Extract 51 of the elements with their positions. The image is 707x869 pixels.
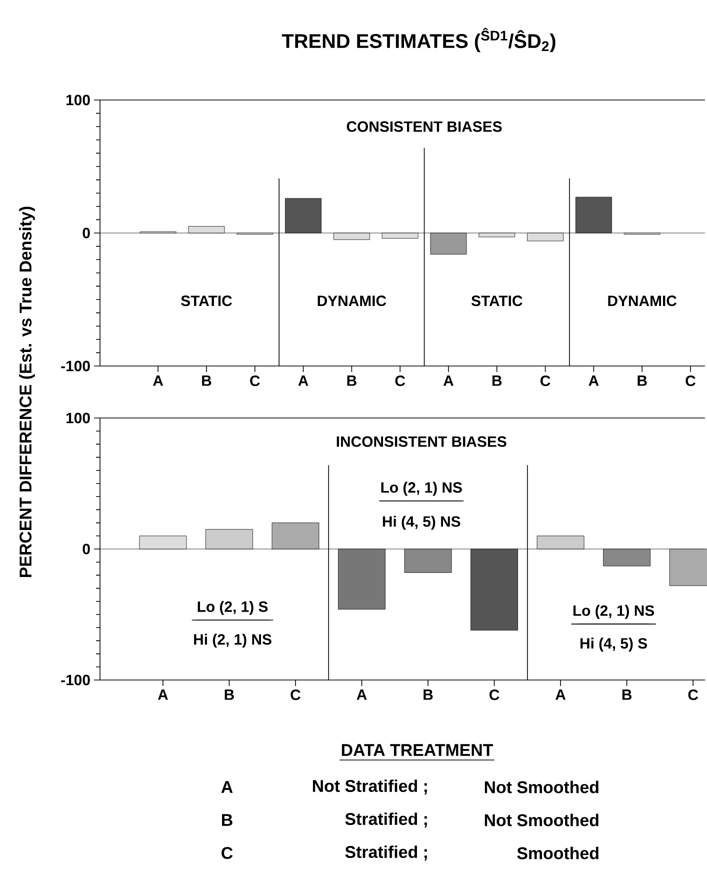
x-tick-label: B (622, 690, 632, 700)
x-tick-label: A (153, 376, 164, 386)
y-tick-label: -100 (61, 360, 90, 372)
x-tick-label: A (588, 376, 599, 386)
text: Not Smoothed (484, 780, 598, 794)
x-tick-label: A (298, 376, 308, 386)
x-tick-label: B (638, 376, 647, 386)
annotation: Hi (4, 5) S (580, 638, 647, 652)
x-tick-label: B (224, 690, 234, 700)
y-tick-label: 100 (66, 412, 90, 424)
x-tick-label: C (250, 376, 260, 386)
x-tick-label: C (489, 690, 500, 700)
chart-title: TREND ESTIMATES ($^{ŜD1}$/ŜD$_{2}$) (282, 28, 556, 52)
annotation: Lo (2, 1) NS (573, 604, 654, 619)
text: A (221, 781, 233, 793)
annotation: Hi (2, 1) NS (194, 634, 272, 648)
x-tick-label: B (424, 690, 433, 700)
text: Stratified ; (345, 846, 427, 860)
x-tick-label: A (158, 690, 168, 700)
x-tick-label: C (290, 690, 300, 700)
x-tick-label: B (347, 376, 356, 386)
text: B (222, 814, 232, 826)
x-axis-title: DATA TREATMENT (342, 744, 494, 756)
x-tick-label: C (686, 376, 696, 386)
y-tick-label: 100 (66, 94, 90, 106)
annotation: STATIC (181, 296, 232, 306)
y-tick-label: 0 (82, 228, 90, 238)
y-axis-title: PERCENT DIFFERENCE (Est. vs True Density) (19, 206, 35, 578)
text: Smoothed (517, 846, 598, 860)
text: Not Smoothed (484, 814, 598, 826)
x-tick-label: C (395, 376, 406, 386)
annotation: STATIC (471, 296, 522, 306)
annotation: Lo (2, 1) NS (381, 482, 462, 496)
annotation: Lo (2, 1) S (198, 600, 268, 615)
text: Stratified ; (345, 812, 427, 828)
text: Not Stratified ; (312, 780, 427, 794)
y-tick-label: -100 (61, 674, 90, 686)
x-tick-label: A (443, 376, 454, 386)
x-tick-label: B (202, 376, 212, 386)
x-tick-label: B (492, 376, 502, 386)
annotation: CONSISTENT BIASES (346, 121, 502, 132)
y-tick-label: 0 (82, 544, 90, 554)
x-tick-label: A (356, 690, 367, 700)
annotation: DYNAMIC (318, 296, 386, 306)
x-tick-label: C (540, 376, 550, 386)
x-tick-label: A (556, 690, 566, 700)
annotation: Hi (4, 5) NS (382, 516, 460, 530)
annotation: INCONSISTENT BIASES (336, 436, 506, 447)
x-tick-label: C (688, 690, 698, 700)
text: C (222, 847, 233, 860)
annotation: DYNAMIC (608, 296, 677, 306)
